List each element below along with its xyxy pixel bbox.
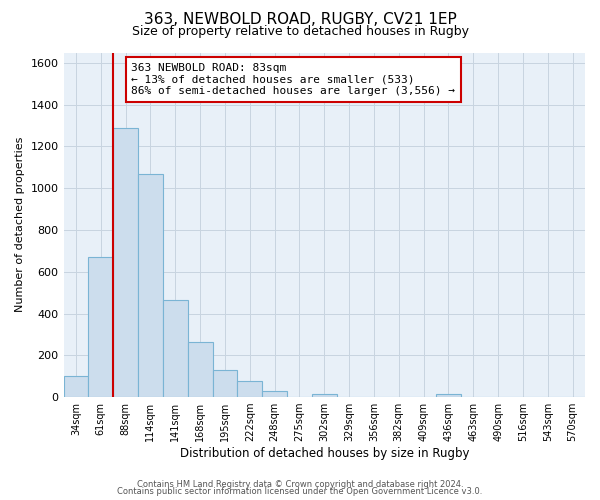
Bar <box>188 342 212 397</box>
Text: Size of property relative to detached houses in Rugby: Size of property relative to detached ho… <box>131 25 469 38</box>
Text: Contains public sector information licensed under the Open Government Licence v3: Contains public sector information licen… <box>118 487 482 496</box>
Y-axis label: Number of detached properties: Number of detached properties <box>15 137 25 312</box>
X-axis label: Distribution of detached houses by size in Rugby: Distribution of detached houses by size … <box>179 447 469 460</box>
Text: 363 NEWBOLD ROAD: 83sqm
← 13% of detached houses are smaller (533)
86% of semi-d: 363 NEWBOLD ROAD: 83sqm ← 13% of detache… <box>131 63 455 96</box>
Bar <box>262 391 287 397</box>
Bar <box>163 300 188 397</box>
Bar <box>436 394 461 397</box>
Bar <box>238 382 262 397</box>
Text: Contains HM Land Registry data © Crown copyright and database right 2024.: Contains HM Land Registry data © Crown c… <box>137 480 463 489</box>
Bar <box>312 394 337 397</box>
Bar <box>88 257 113 397</box>
Bar <box>113 128 138 397</box>
Bar <box>64 376 88 397</box>
Text: 363, NEWBOLD ROAD, RUGBY, CV21 1EP: 363, NEWBOLD ROAD, RUGBY, CV21 1EP <box>143 12 457 28</box>
Bar <box>138 174 163 397</box>
Bar <box>212 370 238 397</box>
